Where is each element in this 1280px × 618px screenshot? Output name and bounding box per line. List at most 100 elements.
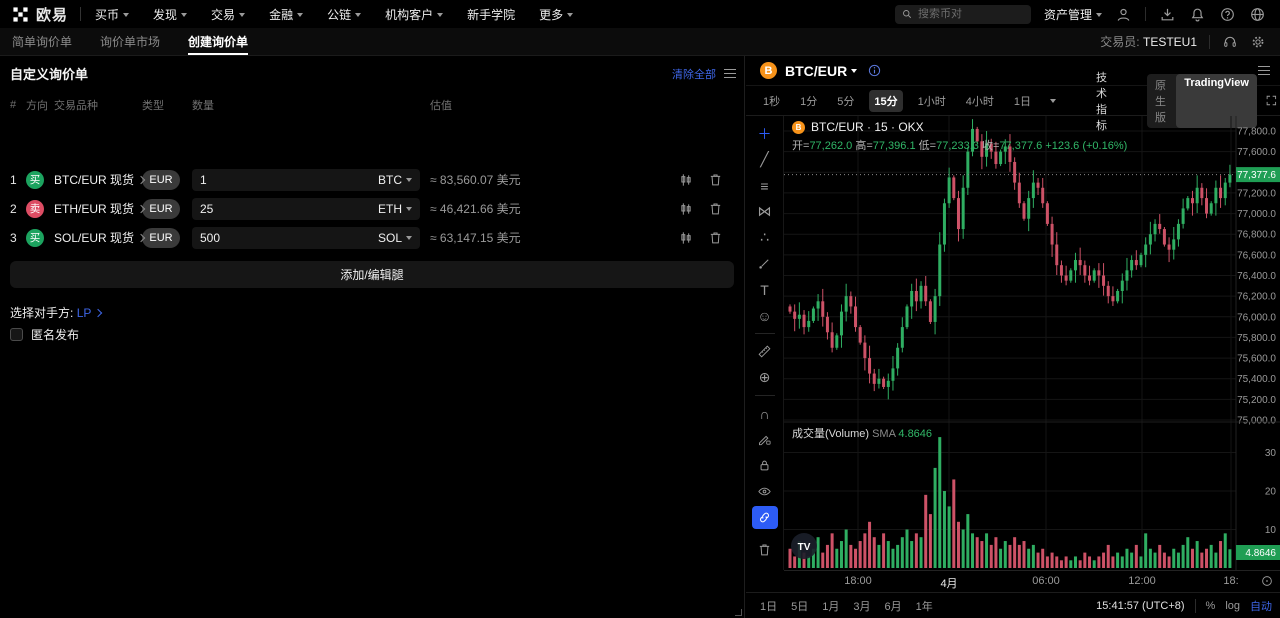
delete-drawings-tool[interactable]	[752, 538, 778, 561]
drawing-toolbar: ＋ ╱ ≡ ⋈ ∴ T ☺ ⊕ ∩	[746, 116, 784, 570]
svg-text:4.8646: 4.8646	[1245, 548, 1276, 559]
native-version-option[interactable]: 原生版	[1155, 79, 1166, 124]
search-box[interactable]	[894, 4, 1031, 24]
type-pill[interactable]: EUR	[142, 227, 180, 248]
hide-drawings-tool[interactable]	[752, 480, 778, 503]
download-icon[interactable]	[1159, 6, 1176, 23]
range-6mo[interactable]: 6月	[884, 600, 902, 613]
ruler-tool[interactable]	[752, 340, 778, 363]
clock-display[interactable]: 15:41:57 (UTC+8)	[1096, 599, 1185, 612]
symbol-selector[interactable]: BTC/EUR	[785, 62, 848, 79]
divider	[1194, 598, 1196, 613]
bell-icon[interactable]	[1189, 6, 1206, 23]
okx-logo[interactable]: 欧易	[0, 4, 68, 25]
add-edit-leg-button[interactable]: 添加/编辑腿	[10, 261, 734, 288]
range-5d[interactable]: 5日	[791, 600, 809, 613]
chart-plot[interactable]: 77,800.077,600.077,400.077,200.077,000.0…	[784, 116, 1280, 570]
trash-icon[interactable]	[708, 172, 723, 187]
time-tick: 12:00	[1128, 575, 1156, 587]
magnet-tool[interactable]: ∩	[759, 405, 770, 422]
custom-rfq-panel: 自定义询价单 清除全部 # 方向 交易品种 类型 数量 估值 1 买 BTC/E…	[0, 56, 745, 618]
counterparty-link[interactable]: LP	[77, 306, 103, 320]
timeframe-1m[interactable]: 1分	[800, 95, 818, 108]
indicators-button[interactable]: 技术指标	[1096, 71, 1107, 132]
auto-scale-button[interactable]: 自动	[1250, 600, 1272, 613]
forecast-tool[interactable]: ∴	[760, 229, 769, 245]
assets-menu[interactable]: 资产管理	[1044, 6, 1102, 23]
menu-finance[interactable]: 金融	[269, 6, 304, 23]
user-icon[interactable]	[1115, 6, 1132, 23]
help-icon[interactable]	[1219, 6, 1236, 23]
unit-dropdown[interactable]: ETH	[378, 202, 412, 216]
sync-drawings-tool[interactable]	[751, 506, 778, 529]
info-icon[interactable]	[867, 63, 882, 78]
clock-icon[interactable]	[1260, 574, 1274, 588]
menu-academy[interactable]: 新手学院	[467, 7, 516, 22]
panel-menu-icon[interactable]	[724, 66, 736, 81]
emoji-tool[interactable]: ☺	[757, 307, 772, 324]
text-tool[interactable]: T	[760, 281, 769, 298]
chevron-down-icon	[1096, 13, 1102, 18]
chart-menu-icon[interactable]	[1258, 63, 1270, 78]
log-scale-button[interactable]: log	[1225, 599, 1240, 612]
expand-icon[interactable]	[1265, 93, 1278, 108]
timeframe-4h[interactable]: 4小时	[965, 95, 994, 108]
menu-chain[interactable]: 公链	[327, 6, 362, 23]
timeframe-5m[interactable]: 5分	[837, 95, 855, 108]
tab-simple-rfq[interactable]: 简单询价单	[12, 35, 73, 49]
headset-icon[interactable]	[1222, 34, 1238, 50]
brush-tool[interactable]	[752, 252, 778, 275]
resize-handle[interactable]	[735, 609, 742, 616]
anonymous-checkbox[interactable]	[10, 328, 23, 341]
divider	[754, 395, 775, 396]
instrument-link[interactable]: SOL/EUR 现货	[54, 229, 146, 246]
trash-icon[interactable]	[708, 201, 723, 216]
instrument-link[interactable]: BTC/EUR 现货	[54, 171, 146, 188]
trendline-tool[interactable]: ╱	[760, 151, 769, 167]
crosshair-tool[interactable]: ＋	[757, 125, 772, 142]
instrument-link[interactable]: ETH/EUR 现货	[54, 200, 146, 217]
tab-rfq-market[interactable]: 询价单市场	[100, 35, 161, 49]
amount-input[interactable]	[200, 201, 350, 216]
candles-icon[interactable]	[678, 230, 694, 246]
timeframe-1s[interactable]: 1秒	[763, 95, 781, 108]
unit-dropdown[interactable]: BTC	[378, 173, 412, 187]
menu-institutional[interactable]: 机构客户	[385, 6, 444, 23]
fib-lines-tool[interactable]: ≡	[760, 177, 769, 194]
tab-create-rfq[interactable]: 创建询价单	[188, 28, 249, 55]
menu-discover[interactable]: 发现	[153, 6, 188, 23]
menu-trade[interactable]: 交易	[211, 6, 246, 23]
gear-icon[interactable]	[1250, 34, 1266, 50]
chevron-down-icon[interactable]	[1050, 98, 1056, 103]
range-1y[interactable]: 1年	[915, 600, 933, 613]
timeframe-15m[interactable]: 15分	[869, 89, 903, 112]
timeframe-1h[interactable]: 1小时	[917, 95, 946, 108]
unit-dropdown[interactable]: SOL	[378, 231, 412, 245]
range-3mo[interactable]: 3月	[853, 600, 871, 613]
range-1d[interactable]: 1日	[760, 600, 778, 613]
pattern-tool[interactable]: ⋈	[757, 203, 772, 219]
amount-input[interactable]	[200, 172, 350, 187]
tradingview-option[interactable]: TradingView	[1176, 73, 1257, 128]
menu-buy-crypto[interactable]: 买币	[95, 6, 130, 23]
candles-icon[interactable]	[678, 201, 694, 217]
type-pill[interactable]: EUR	[142, 169, 180, 190]
amount-input[interactable]	[200, 230, 350, 245]
time-axis[interactable]: 18:00 4月 06:00 12:00 18:	[784, 570, 1280, 592]
clear-all-link[interactable]: 清除全部	[672, 68, 716, 81]
menu-more[interactable]: 更多	[539, 6, 574, 23]
range-1mo[interactable]: 1月	[822, 600, 840, 613]
candlestick-chart[interactable]: 77,800.077,600.077,400.077,200.077,000.0…	[784, 116, 1280, 570]
row-index: 1	[10, 172, 17, 187]
candles-icon[interactable]	[678, 172, 694, 188]
zoom-in-tool[interactable]: ⊕	[758, 369, 771, 385]
percent-scale-button[interactable]: %	[1205, 599, 1216, 612]
type-pill[interactable]: EUR	[142, 198, 180, 219]
search-input[interactable]	[917, 8, 1018, 20]
usd-value: ≈ 46,421.66 美元	[430, 202, 521, 216]
timeframe-1d[interactable]: 1日	[1013, 95, 1031, 108]
drawing-edit-tool[interactable]	[752, 428, 778, 451]
lock-drawings-tool[interactable]	[752, 454, 778, 477]
trash-icon[interactable]	[708, 230, 723, 245]
globe-icon[interactable]	[1249, 6, 1266, 23]
